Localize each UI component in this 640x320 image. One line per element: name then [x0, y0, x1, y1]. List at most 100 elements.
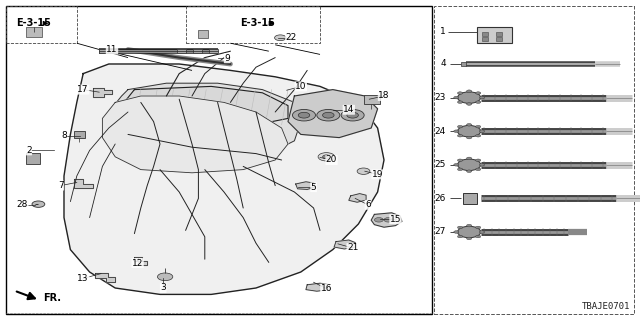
Bar: [496, 37, 502, 41]
Bar: [496, 32, 502, 36]
Text: 27: 27: [435, 228, 446, 236]
Bar: [482, 37, 488, 41]
Text: E-3-15: E-3-15: [240, 18, 275, 28]
Circle shape: [458, 134, 463, 137]
Circle shape: [323, 112, 334, 118]
Text: 15: 15: [390, 215, 401, 224]
Text: 22: 22: [285, 33, 297, 42]
Bar: [6, 6, 77, 43]
Text: 28: 28: [17, 200, 28, 209]
Bar: [434, 6, 634, 314]
Circle shape: [454, 130, 459, 132]
Text: 2: 2: [26, 146, 31, 155]
Polygon shape: [102, 96, 288, 173]
Text: 9: 9: [225, 54, 230, 63]
Text: 19: 19: [372, 170, 383, 179]
Polygon shape: [288, 90, 378, 138]
Circle shape: [458, 159, 463, 162]
Circle shape: [157, 273, 173, 281]
Circle shape: [476, 168, 481, 171]
Bar: [364, 95, 380, 104]
Circle shape: [357, 168, 370, 174]
Circle shape: [458, 92, 481, 103]
Circle shape: [458, 235, 463, 238]
Circle shape: [458, 101, 463, 103]
Circle shape: [476, 134, 481, 137]
Circle shape: [318, 153, 335, 161]
Text: 17: 17: [77, 85, 89, 94]
Circle shape: [323, 155, 330, 159]
Circle shape: [458, 125, 463, 128]
Text: 16: 16: [321, 284, 332, 293]
Circle shape: [479, 130, 484, 132]
Circle shape: [467, 237, 472, 240]
Circle shape: [467, 224, 472, 227]
Circle shape: [384, 218, 393, 222]
Circle shape: [476, 226, 481, 229]
Text: 7: 7: [58, 181, 63, 190]
Text: FR.: FR.: [44, 292, 61, 303]
Circle shape: [317, 109, 340, 121]
Circle shape: [479, 231, 484, 233]
Circle shape: [292, 109, 316, 121]
Circle shape: [458, 226, 481, 238]
Circle shape: [476, 92, 481, 94]
Circle shape: [454, 164, 459, 166]
Circle shape: [476, 159, 481, 162]
Polygon shape: [371, 213, 402, 227]
Polygon shape: [122, 86, 288, 128]
Bar: [99, 49, 108, 53]
Text: E-3-15: E-3-15: [16, 18, 51, 28]
Circle shape: [341, 109, 364, 121]
Text: 10: 10: [295, 82, 307, 91]
Text: 4: 4: [440, 60, 446, 68]
Circle shape: [298, 112, 310, 118]
Circle shape: [467, 157, 472, 160]
Text: 13: 13: [77, 274, 89, 283]
Circle shape: [476, 101, 481, 103]
Text: 23: 23: [435, 93, 446, 102]
Circle shape: [458, 92, 463, 94]
Bar: [477, 27, 512, 43]
Circle shape: [275, 35, 286, 41]
Text: 6: 6: [365, 200, 371, 209]
Text: 20: 20: [326, 156, 337, 164]
Circle shape: [458, 168, 463, 171]
Bar: [26, 27, 42, 37]
Circle shape: [479, 96, 484, 99]
Text: 21: 21: [347, 244, 358, 252]
Text: 11: 11: [106, 45, 118, 54]
Bar: [177, 49, 186, 53]
Bar: [193, 49, 202, 53]
Polygon shape: [64, 64, 384, 294]
Circle shape: [458, 125, 481, 137]
Text: 24: 24: [435, 127, 446, 136]
Text: 14: 14: [343, 105, 355, 114]
Text: 1: 1: [440, 28, 446, 36]
Text: 12: 12: [132, 259, 143, 268]
Circle shape: [454, 231, 459, 233]
Polygon shape: [74, 179, 93, 188]
Polygon shape: [109, 83, 301, 163]
Text: TBAJE0701: TBAJE0701: [582, 302, 630, 311]
Polygon shape: [296, 182, 315, 189]
Circle shape: [467, 90, 472, 92]
Circle shape: [458, 226, 463, 229]
Circle shape: [476, 125, 481, 128]
Text: 18: 18: [378, 92, 390, 100]
Circle shape: [479, 164, 484, 166]
Bar: [26, 153, 40, 164]
Text: 25: 25: [435, 160, 446, 169]
Circle shape: [454, 96, 459, 99]
Circle shape: [347, 112, 358, 118]
Circle shape: [32, 201, 45, 207]
Bar: [186, 6, 320, 43]
Bar: [209, 49, 218, 53]
Circle shape: [467, 170, 472, 172]
Circle shape: [374, 218, 383, 222]
Bar: [198, 30, 208, 38]
Polygon shape: [93, 88, 112, 97]
Circle shape: [467, 124, 472, 126]
Polygon shape: [306, 283, 330, 291]
Polygon shape: [349, 194, 366, 202]
